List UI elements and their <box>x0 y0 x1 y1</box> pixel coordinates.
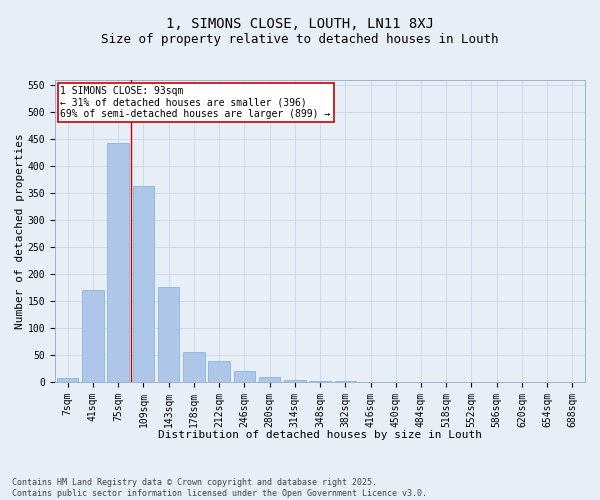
Bar <box>335 381 356 382</box>
Bar <box>158 286 179 382</box>
Text: 1, SIMONS CLOSE, LOUTH, LN11 8XJ: 1, SIMONS CLOSE, LOUTH, LN11 8XJ <box>166 18 434 32</box>
Bar <box>82 290 104 382</box>
Text: Size of property relative to detached houses in Louth: Size of property relative to detached ho… <box>101 34 499 46</box>
Bar <box>208 360 230 382</box>
Text: 1 SIMONS CLOSE: 93sqm
← 31% of detached houses are smaller (396)
69% of semi-det: 1 SIMONS CLOSE: 93sqm ← 31% of detached … <box>61 86 331 119</box>
Bar <box>233 372 255 382</box>
Bar <box>183 352 205 382</box>
Bar <box>284 380 305 382</box>
Bar <box>107 143 129 382</box>
Bar <box>57 378 79 382</box>
Y-axis label: Number of detached properties: Number of detached properties <box>15 133 25 329</box>
X-axis label: Distribution of detached houses by size in Louth: Distribution of detached houses by size … <box>158 430 482 440</box>
Bar <box>259 377 280 382</box>
Bar <box>133 186 154 382</box>
Bar <box>310 380 331 382</box>
Text: Contains HM Land Registry data © Crown copyright and database right 2025.
Contai: Contains HM Land Registry data © Crown c… <box>12 478 427 498</box>
